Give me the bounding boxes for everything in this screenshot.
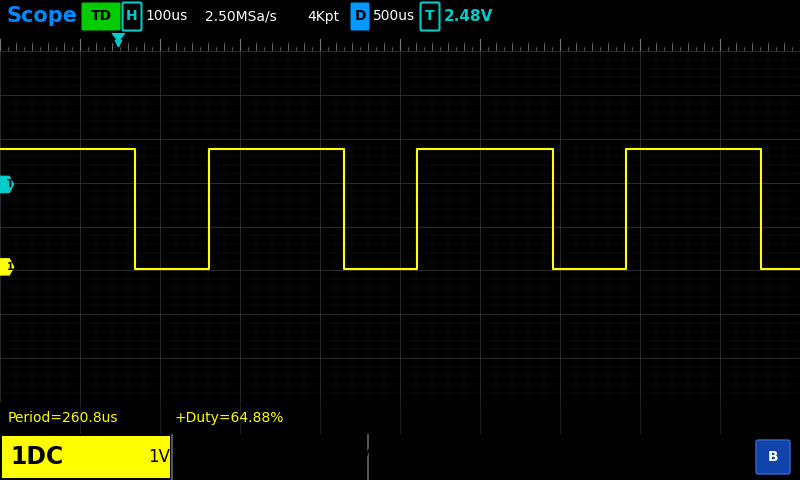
Text: G: G [376,445,395,469]
FancyBboxPatch shape [421,2,439,31]
Text: 1.50Vpp  0mv: 1.50Vpp 0mv [436,459,514,469]
Text: B: B [768,450,778,464]
Text: 100us: 100us [145,10,187,24]
Text: T: T [7,180,14,190]
Text: D: D [354,10,366,24]
Polygon shape [112,33,125,41]
Text: 1.00KHz: 1.00KHz [436,445,482,455]
Text: 500us: 500us [373,10,415,24]
Text: 2.50MSa/s: 2.50MSa/s [205,10,277,24]
Text: +Duty=64.88%: +Duty=64.88% [175,411,284,425]
Text: 2DC: 2DC [178,445,231,469]
Text: 1: 1 [7,262,14,272]
FancyBboxPatch shape [756,440,790,474]
Text: TD: TD [90,10,111,24]
FancyBboxPatch shape [2,436,170,478]
Text: 1DC: 1DC [10,445,63,469]
Text: 4Kpt: 4Kpt [307,10,339,24]
FancyBboxPatch shape [82,2,121,31]
Text: Period=260.8us: Period=260.8us [8,411,118,425]
Text: Scope: Scope [6,7,77,26]
Polygon shape [0,258,14,276]
Polygon shape [0,176,14,193]
Text: 2.48V: 2.48V [444,9,494,24]
FancyBboxPatch shape [122,2,142,31]
Text: T: T [425,10,435,24]
Text: 1V: 1V [348,448,370,466]
Text: 1V: 1V [148,448,170,466]
FancyBboxPatch shape [350,2,370,31]
Text: H: H [126,10,138,24]
